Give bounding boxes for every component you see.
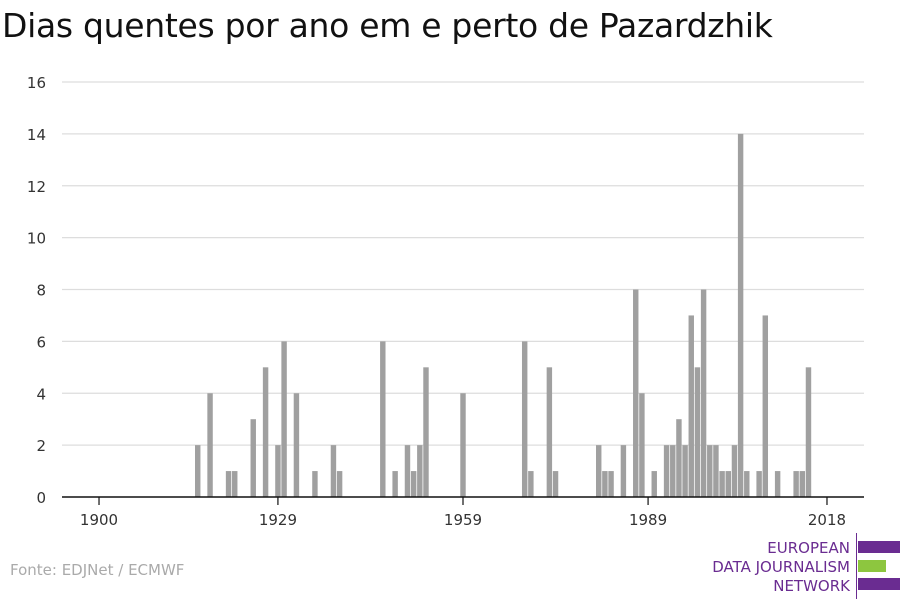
y-tick-label: 14	[27, 126, 46, 144]
logo-bar-bottom	[858, 578, 900, 590]
bar-1990[interactable]	[651, 471, 657, 497]
bar-1982[interactable]	[602, 471, 608, 497]
y-tick-label: 2	[36, 437, 46, 455]
bar-1983[interactable]	[608, 471, 614, 497]
bar-1988[interactable]	[639, 393, 645, 497]
bar-2002[interactable]	[725, 471, 731, 497]
bar-2000[interactable]	[713, 445, 719, 497]
bar-1950[interactable]	[404, 445, 411, 497]
bar-2014[interactable]	[799, 471, 806, 497]
bar-1918[interactable]	[207, 393, 213, 497]
bar-1997[interactable]	[694, 367, 701, 497]
bar-2004[interactable]	[737, 133, 744, 497]
logo-text-network: NETWORK	[773, 577, 850, 595]
y-tick-label: 4	[36, 385, 46, 403]
bar-1922[interactable]	[232, 471, 238, 497]
bar-1969[interactable]	[521, 341, 528, 497]
y-tick-label: 0	[36, 489, 46, 507]
bar-2015[interactable]	[805, 367, 812, 497]
bar-1916[interactable]	[195, 445, 201, 497]
y-tick-label: 16	[27, 74, 46, 92]
logo-text-european: EUROPEAN	[767, 539, 850, 557]
bar-1938[interactable]	[330, 445, 337, 497]
edjnet-logo[interactable]: EUROPEAN DATA JOURNALISM NETWORK	[700, 533, 900, 599]
chart-title: Dias quentes por ano em e perto de Pazar…	[2, 6, 773, 45]
bar-1930[interactable]	[281, 341, 287, 497]
bar-1946[interactable]	[380, 341, 386, 497]
bar-2005[interactable]	[744, 471, 750, 497]
bar-2001[interactable]	[719, 471, 725, 497]
bar-2003[interactable]	[731, 445, 738, 497]
bar-1927[interactable]	[262, 367, 269, 497]
bar-1993[interactable]	[670, 445, 676, 497]
bar-2010[interactable]	[774, 471, 781, 497]
bar-1996[interactable]	[688, 315, 694, 497]
bar-2007[interactable]	[756, 471, 762, 497]
y-tick-label: 8	[36, 282, 46, 300]
source-note: Fonte: EDJNet / ECMWF	[10, 561, 185, 579]
x-tick-label: 1900	[80, 511, 118, 529]
bar-1935[interactable]	[312, 471, 318, 497]
bar-1952[interactable]	[417, 445, 423, 497]
x-tick-label: 1989	[629, 511, 667, 529]
bar-1948[interactable]	[392, 471, 398, 497]
bar-1970[interactable]	[528, 471, 534, 497]
logo-bar-middle	[858, 560, 886, 572]
bar-1932[interactable]	[293, 393, 300, 497]
bar-1925[interactable]	[250, 419, 256, 497]
y-tick-label: 10	[27, 230, 46, 248]
bar-1981[interactable]	[596, 445, 602, 497]
bar-1999[interactable]	[707, 445, 713, 497]
x-tick-label: 1959	[444, 511, 482, 529]
y-tick-label: 12	[27, 178, 46, 196]
y-tick-label: 6	[36, 333, 46, 351]
y-axis-ticks: 0 2 4 6 8 10 12 14 16	[27, 74, 46, 507]
x-tick-label: 1929	[259, 511, 297, 529]
bar-1987[interactable]	[633, 289, 639, 498]
bar-1959[interactable]	[460, 393, 466, 497]
logo-bar-top	[858, 541, 900, 553]
bar-1974[interactable]	[552, 471, 559, 497]
x-axis: 1900 1929 1959 1989 2018	[62, 496, 864, 529]
bar-1939[interactable]	[336, 471, 343, 497]
bar-2008[interactable]	[762, 315, 769, 497]
logo-text-data-journalism: DATA JOURNALISM	[712, 558, 850, 576]
bars	[195, 133, 812, 498]
bar-1995[interactable]	[682, 445, 688, 497]
x-tick-label: 2018	[808, 511, 846, 529]
bar-1994[interactable]	[676, 419, 682, 497]
gridlines	[62, 81, 864, 446]
bar-1992[interactable]	[663, 445, 670, 497]
bar-1921[interactable]	[225, 471, 232, 497]
bar-1929[interactable]	[275, 445, 281, 497]
bar-1985[interactable]	[620, 445, 627, 497]
bar-1998[interactable]	[700, 289, 707, 498]
bar-1973[interactable]	[546, 367, 553, 497]
bar-1951[interactable]	[410, 471, 417, 497]
logo-separator	[856, 533, 857, 599]
bar-1953[interactable]	[423, 367, 429, 497]
bar-2013[interactable]	[793, 471, 799, 497]
